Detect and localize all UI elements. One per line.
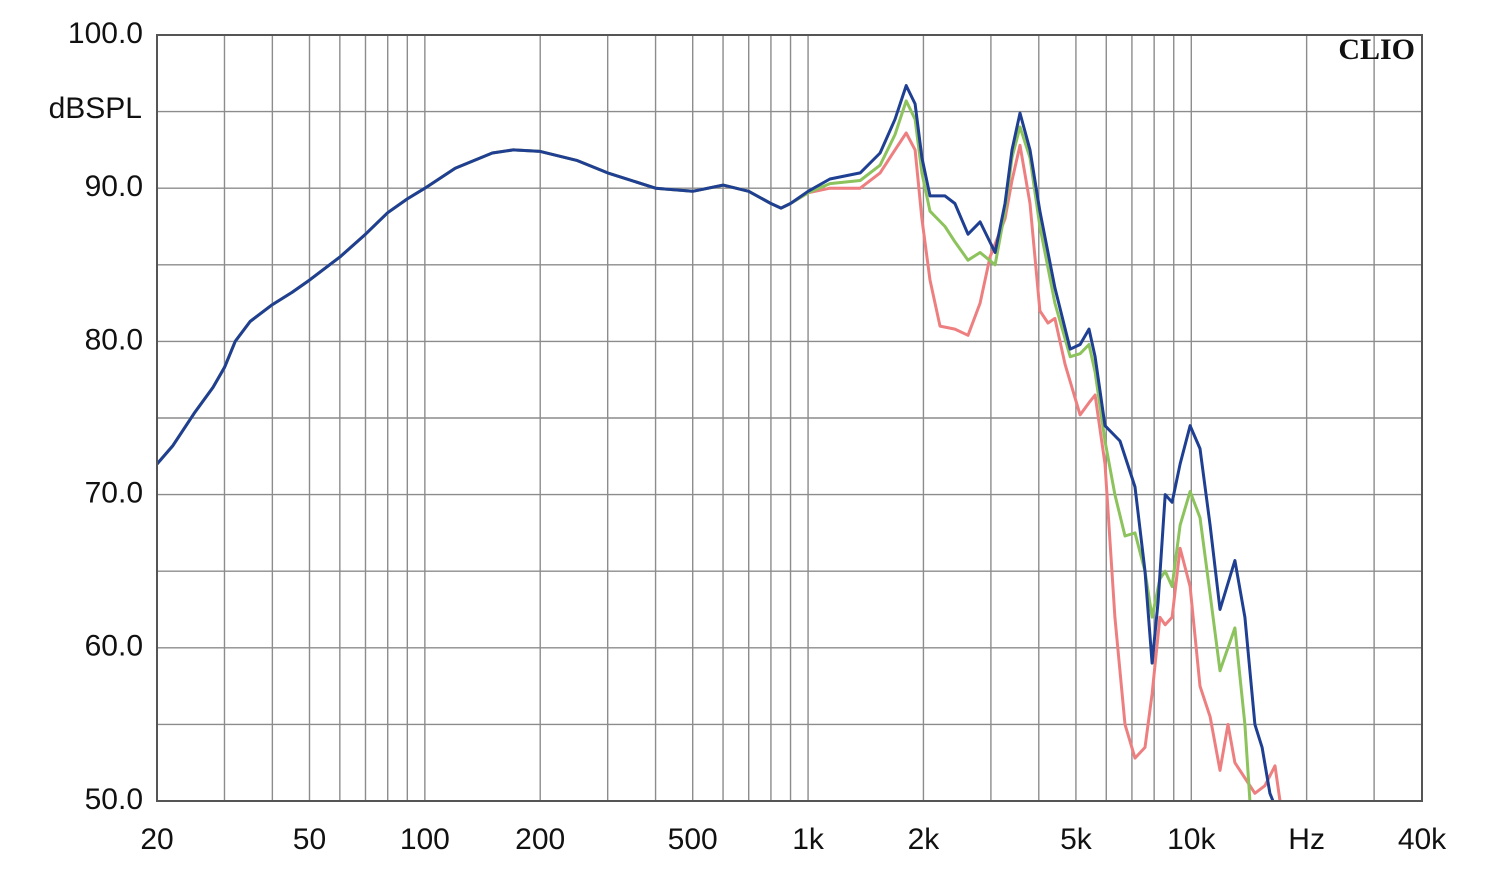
brand-label: CLIO [1338, 33, 1415, 66]
y-tick-label: 90.0 [85, 170, 143, 203]
y-tick-label: 100.0 [68, 17, 143, 50]
x-tick-label: 100 [400, 823, 450, 856]
x-tick-label: Hz [1288, 823, 1325, 856]
x-tick-label: 2k [908, 823, 941, 856]
x-tick-label: 50 [293, 823, 326, 856]
y-tick-label: 50.0 [85, 783, 143, 816]
x-tick-label: 1k [792, 823, 825, 856]
curves [157, 84, 1282, 801]
y-axis-label: dBSPL [49, 92, 142, 125]
x-tick-label: 500 [668, 823, 718, 856]
grid [156, 34, 1423, 802]
x-tick-label: 20 [140, 823, 173, 856]
response-curve [157, 99, 1252, 801]
response-curve [157, 84, 1275, 801]
y-tick-label: 60.0 [85, 630, 143, 663]
x-tick-label: 40k [1398, 823, 1447, 856]
response-curve [157, 131, 1282, 801]
y-tick-label: 70.0 [85, 477, 143, 510]
x-tick-label: 5k [1060, 823, 1093, 856]
plot-frame [156, 34, 1423, 802]
x-tick-label: 200 [515, 823, 565, 856]
x-tick-label: 10k [1167, 823, 1216, 856]
y-tick-label: 80.0 [85, 323, 143, 356]
